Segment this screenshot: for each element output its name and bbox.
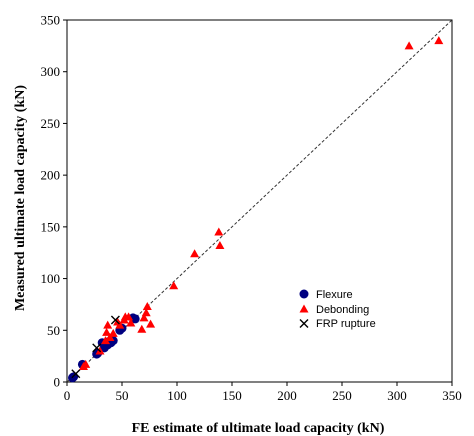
x-tick-label: 0: [64, 388, 71, 403]
y-tick-label: 100: [41, 271, 61, 286]
debonding-point: [101, 336, 110, 345]
debonding-point: [126, 318, 136, 327]
legend-label-frp-rupture: FRP rupture: [316, 318, 376, 330]
debonding-point: [115, 320, 125, 329]
x-tick-label: 150: [222, 388, 242, 403]
y-tick-label: 200: [41, 168, 61, 183]
x-tick-label: 250: [332, 388, 352, 403]
debonding-point: [214, 227, 224, 236]
y-tick-label: 150: [41, 219, 61, 234]
debonding-point: [81, 359, 91, 368]
debonding-point: [434, 36, 444, 45]
x-axis-ticks: 0 50 100 150 200 250 300 350: [64, 382, 462, 403]
series-frp-rupture: [71, 315, 120, 379]
legend-label-flexure: Flexure: [316, 289, 353, 301]
debonding-point: [103, 320, 113, 329]
x-tick-label: 350: [442, 388, 462, 403]
flexure-point: [130, 314, 140, 324]
data-points: [68, 36, 444, 383]
legend-marker-flexure: [299, 289, 309, 299]
x-tick-label: 50: [116, 388, 129, 403]
debonding-point: [139, 313, 149, 322]
frp-rupture-point: [92, 343, 102, 353]
debonding-point: [105, 333, 115, 342]
y-tick-label: 50: [47, 323, 60, 338]
y-tick-label: 0: [54, 375, 61, 390]
x-axis-title: FE estimate of ultimate load capacity (k…: [132, 421, 385, 436]
y-axis-ticks: 0 50 100 150 200 250 300 350: [41, 13, 67, 390]
y-tick-label: 350: [41, 13, 61, 28]
frp-rupture-point: [110, 315, 120, 325]
x-tick-label: 100: [167, 388, 187, 403]
plot-area: [66, 19, 453, 383]
debonding-point: [102, 327, 112, 336]
y-tick-label: 250: [41, 116, 61, 131]
debonding-point: [142, 301, 152, 310]
x-tick-label: 200: [277, 388, 297, 403]
x-tick-label: 300: [387, 388, 407, 403]
reference-line-layer: [66, 19, 453, 383]
reference-line-1to1: [66, 19, 453, 383]
debonding-point: [215, 240, 225, 249]
legend-marker-frp-rupture: [299, 319, 309, 328]
legend: Flexure Debonding FRP rupture: [299, 289, 376, 330]
frp-rupture-point: [71, 369, 81, 379]
debonding-point: [190, 249, 200, 258]
legend-label-debonding: Debonding: [316, 304, 369, 316]
debonding-point: [169, 281, 179, 290]
debonding-point: [124, 312, 134, 321]
legend-marker-debonding: [299, 304, 309, 313]
plot-frame: [66, 19, 453, 383]
debonding-point: [146, 319, 156, 328]
debonding-point: [108, 328, 118, 337]
y-axis-title: Measured ultimate load capacity (kN): [13, 85, 28, 311]
y-tick-label: 300: [41, 64, 61, 79]
debonding-point: [141, 308, 151, 317]
debonding-point: [404, 41, 414, 50]
debonding-point: [137, 324, 147, 333]
